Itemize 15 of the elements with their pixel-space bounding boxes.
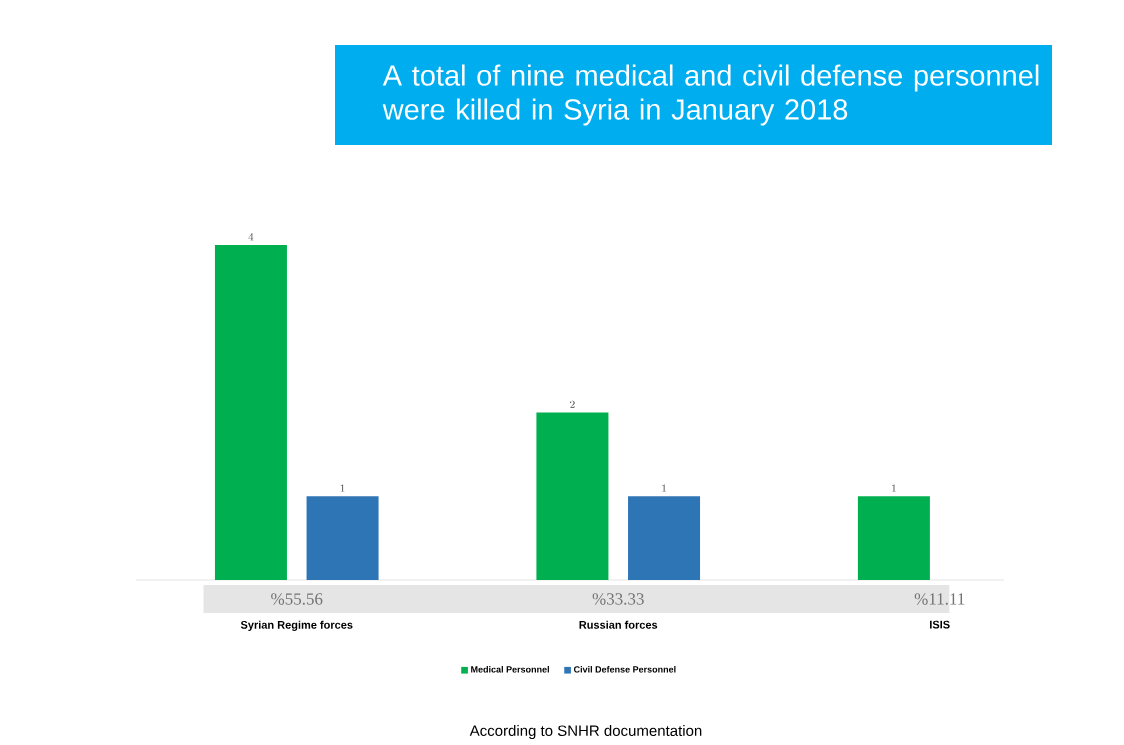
data-label: 1 bbox=[892, 484, 896, 492]
x-tick-label: Russian forces bbox=[579, 620, 658, 629]
chart-title: A total of nine medical and civil defense personnel were killed in Syria in January 2018 bbox=[382, 64, 1039, 126]
legend-label: Civil Defense Personnel bbox=[573, 665, 676, 673]
data-label: 2 bbox=[570, 400, 575, 408]
data-label: 1 bbox=[340, 484, 345, 492]
x-tick-label: Syrian Regime forces bbox=[240, 620, 353, 631]
legend-label: Medical Personnel bbox=[471, 665, 549, 673]
data-label: 4 bbox=[248, 233, 254, 241]
text: %11.11 bbox=[914, 593, 965, 605]
data-label: 1 bbox=[662, 484, 666, 492]
text: %33.33 bbox=[592, 593, 644, 605]
text: According to SNHR documentation bbox=[469, 724, 702, 739]
text: %55.56 bbox=[271, 593, 323, 605]
x-tick-label: ISIS bbox=[930, 620, 950, 629]
